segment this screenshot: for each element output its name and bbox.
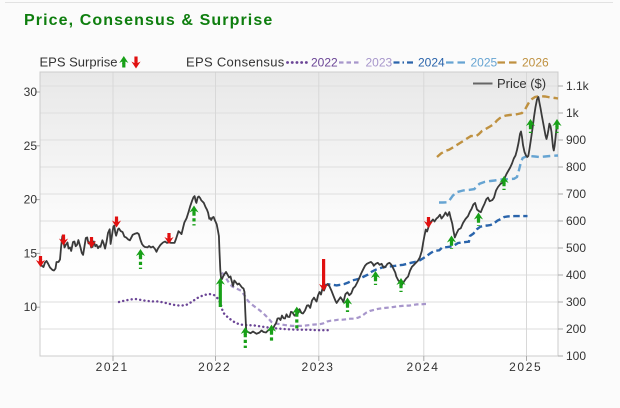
svg-text:2021: 2021 xyxy=(96,360,129,374)
svg-text:2022: 2022 xyxy=(311,56,338,70)
svg-text:400: 400 xyxy=(566,268,586,282)
svg-text:2024: 2024 xyxy=(418,56,445,70)
svg-text:15: 15 xyxy=(24,246,38,260)
svg-text:2023: 2023 xyxy=(366,56,393,70)
svg-text:300: 300 xyxy=(566,295,586,309)
svg-text:2022: 2022 xyxy=(198,360,231,374)
svg-text:2025: 2025 xyxy=(509,360,542,374)
svg-text:500: 500 xyxy=(566,241,586,255)
svg-text:2026: 2026 xyxy=(522,56,549,70)
svg-text:10: 10 xyxy=(24,300,38,314)
svg-text:2023: 2023 xyxy=(301,360,334,374)
svg-text:800: 800 xyxy=(566,160,586,174)
svg-text:EPS Surprise: EPS Surprise xyxy=(40,55,118,70)
svg-text:600: 600 xyxy=(566,214,586,228)
svg-text:700: 700 xyxy=(566,187,586,201)
svg-text:200: 200 xyxy=(566,322,586,336)
svg-text:20: 20 xyxy=(24,193,38,207)
svg-text:2024: 2024 xyxy=(406,360,439,374)
svg-text:25: 25 xyxy=(24,139,38,153)
svg-text:100: 100 xyxy=(566,349,586,363)
svg-text:EPS Consensus: EPS Consensus xyxy=(186,55,285,70)
svg-text:30: 30 xyxy=(24,85,38,99)
svg-text:2025: 2025 xyxy=(471,56,498,70)
svg-text:900: 900 xyxy=(566,133,586,147)
svg-text:1.1k: 1.1k xyxy=(566,79,590,93)
svg-text:1k: 1k xyxy=(566,106,580,120)
svg-text:Price ($): Price ($) xyxy=(497,76,546,91)
